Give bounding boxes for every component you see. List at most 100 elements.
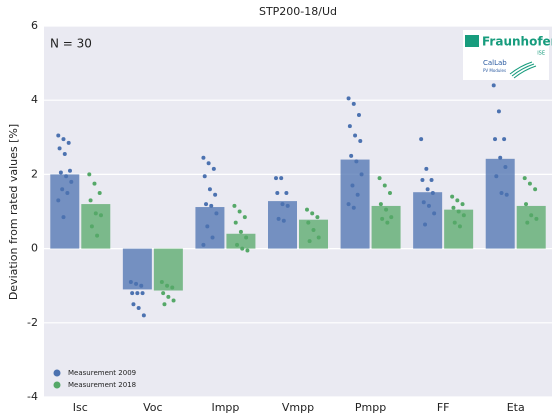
data-point <box>502 137 507 142</box>
data-point <box>310 211 315 216</box>
legend-marker <box>53 381 61 389</box>
data-point <box>356 113 361 118</box>
data-point <box>432 211 437 216</box>
data-point <box>426 203 431 208</box>
data-point <box>57 146 62 151</box>
data-point <box>210 235 215 240</box>
data-point <box>67 168 72 173</box>
data-point <box>170 285 175 290</box>
data-point <box>527 181 532 186</box>
data-point <box>242 215 247 220</box>
data-point <box>237 209 242 214</box>
data-point <box>165 283 170 288</box>
data-point <box>61 215 66 220</box>
x-tick-label: Vmpp <box>282 401 314 414</box>
data-point <box>69 179 74 184</box>
data-point <box>245 248 250 253</box>
data-point <box>161 291 166 296</box>
bar <box>299 219 328 249</box>
bar <box>485 158 515 249</box>
data-point <box>205 224 210 229</box>
data-point <box>244 235 249 240</box>
data-point <box>359 172 364 177</box>
data-point <box>494 174 499 179</box>
y-tick-label: 4 <box>31 93 38 106</box>
legend-label: Measurement 2009 <box>68 369 136 377</box>
legend-label: Measurement 2018 <box>68 381 136 389</box>
logo: Fraunhofer ISE CalLab PV Modules <box>463 30 552 80</box>
data-point <box>529 213 534 218</box>
data-point <box>274 176 278 181</box>
data-point <box>451 205 456 210</box>
data-point <box>452 220 457 225</box>
data-point <box>353 133 358 138</box>
data-point <box>533 187 538 192</box>
logo-mark <box>465 35 479 47</box>
x-tick-label: Impp <box>211 401 239 414</box>
annotation: N = 30 <box>50 37 92 51</box>
data-point <box>493 137 498 142</box>
data-point <box>460 202 465 207</box>
data-point <box>279 176 284 181</box>
data-point <box>141 313 146 318</box>
data-point <box>56 198 61 203</box>
data-point <box>275 190 280 195</box>
data-point <box>380 216 385 221</box>
data-point <box>350 183 355 188</box>
bar <box>371 205 401 249</box>
data-point <box>128 279 133 284</box>
data-point <box>95 233 100 238</box>
data-point <box>384 207 389 212</box>
data-point <box>202 174 207 179</box>
data-point <box>213 192 218 197</box>
logo-lab: CalLab <box>483 59 507 67</box>
logo-name: Fraunhofer <box>482 35 552 49</box>
data-point <box>97 190 102 195</box>
data-point <box>499 190 504 195</box>
data-point <box>347 124 352 129</box>
data-point <box>64 174 69 179</box>
data-point <box>430 190 435 195</box>
y-tick-label: 6 <box>31 19 38 32</box>
bar <box>516 205 546 249</box>
data-point <box>387 190 392 195</box>
bar <box>413 192 443 249</box>
data-point <box>525 220 530 225</box>
logo-waves <box>509 61 537 79</box>
data-point <box>354 159 359 164</box>
data-point <box>355 192 360 197</box>
logo-lab-sub: PV Modules <box>483 68 506 73</box>
data-point <box>206 161 211 166</box>
x-tick-label: Pmpp <box>355 401 386 414</box>
data-point <box>504 192 509 197</box>
data-point <box>60 187 65 192</box>
data-point <box>385 220 390 225</box>
data-point <box>524 202 529 207</box>
data-point <box>235 242 240 247</box>
data-point <box>456 209 461 214</box>
data-point <box>534 216 539 221</box>
data-point <box>89 224 94 229</box>
data-point <box>135 291 140 296</box>
y-axis-label: Deviation from rated values [%] <box>7 124 20 300</box>
data-point <box>276 216 281 221</box>
data-point <box>238 229 243 234</box>
data-point <box>455 198 460 203</box>
data-point <box>98 213 103 218</box>
bar <box>268 201 297 249</box>
bar <box>153 248 183 291</box>
data-point <box>349 153 354 158</box>
data-point <box>346 202 351 207</box>
bar <box>226 233 256 249</box>
y-tick-label: -2 <box>27 316 38 329</box>
data-point <box>88 198 93 203</box>
x-tick-label: Eta <box>507 401 525 414</box>
data-point <box>87 172 92 177</box>
data-point <box>204 202 209 207</box>
data-point <box>214 211 219 216</box>
x-tick-label: Isc <box>73 401 88 414</box>
data-point <box>382 183 387 188</box>
data-point <box>503 164 508 169</box>
data-point <box>429 177 434 182</box>
